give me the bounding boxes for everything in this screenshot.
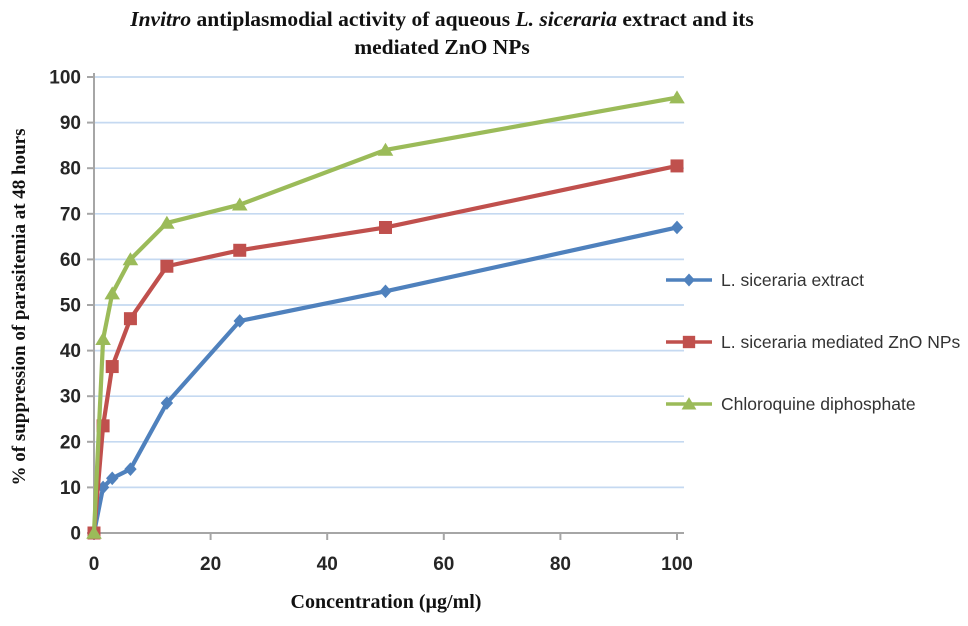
title-segment: mediated ZnO NPs [354, 35, 530, 59]
x-tick-label-0: 0 [89, 554, 100, 575]
series-2 [86, 90, 685, 539]
y-tick-label-70: 70 [60, 204, 81, 225]
series-0-marker-6 [379, 284, 392, 299]
series-1 [87, 159, 684, 540]
y-tick-label-0: 0 [70, 524, 81, 545]
series-1-marker-6 [379, 220, 392, 234]
chart-title-line-1: Invitro antiplasmodial activity of aqueo… [0, 5, 884, 33]
legend-item-0: L. siceraria extract [666, 268, 960, 292]
series-2-marker-0 [86, 525, 102, 539]
legend-item-1: L. siceraria mediated ZnO NPs [666, 330, 960, 354]
legend-label-1: L. siceraria mediated ZnO NPs [721, 331, 961, 352]
y-tick-label-60: 60 [60, 250, 81, 271]
y-axis-label: % of suppression of parasitemia at 48 ho… [9, 128, 30, 486]
y-tick-label-100: 100 [49, 68, 81, 89]
series-1-marker-7 [670, 159, 684, 173]
y-tick-label-40: 40 [60, 341, 81, 362]
title-italic-segment: L. siceraria [515, 7, 618, 31]
series-0-marker-2 [106, 471, 119, 486]
legend-item-2: Chloroquine diphosphate [666, 392, 960, 416]
series-0-marker-7 [670, 220, 684, 235]
series-0-marker-4 [160, 396, 174, 410]
series-2-marker-7 [669, 90, 685, 104]
legend-marker-diamond [683, 273, 695, 287]
series-1-marker-4 [160, 259, 174, 273]
y-tick-label-10: 10 [60, 478, 81, 499]
series-2-marker-4 [159, 215, 175, 229]
legend-label-2: Chloroquine diphosphate [721, 393, 916, 414]
legend-square-swatch-icon [666, 335, 712, 349]
x-tick-label-20: 20 [200, 554, 221, 575]
series-0-marker-5 [233, 314, 246, 328]
x-tick-label-100: 100 [661, 554, 693, 575]
chart-title-line-2: mediated ZnO NPs [0, 33, 884, 61]
x-tick-label-40: 40 [317, 554, 338, 575]
legend-marker-square [682, 335, 696, 349]
x-tick-label-60: 60 [433, 554, 454, 575]
legend-diamond-swatch-icon [666, 273, 712, 287]
legend-marker-triangle [681, 397, 697, 410]
series-0-marker-3 [124, 462, 137, 476]
y-tick-label-50: 50 [60, 296, 81, 317]
chart-title: Invitro antiplasmodial activity of aqueo… [0, 5, 884, 61]
title-segment: extract and its [617, 7, 754, 31]
legend: L. siceraria extract L. siceraria mediate… [666, 268, 960, 416]
series-1-marker-2 [105, 360, 119, 374]
y-tick-label-80: 80 [60, 159, 81, 180]
title-segment: antiplasmodial activity of aqueous [191, 7, 516, 31]
legend-label-0: L. siceraria extract [721, 269, 864, 290]
series-1-marker-5 [233, 243, 247, 257]
series-1-marker-3 [123, 312, 137, 326]
series-2-marker-5 [231, 197, 248, 211]
series-0-marker-1 [96, 480, 110, 495]
series-2-marker-6 [377, 142, 394, 156]
y-tick-label-20: 20 [60, 432, 81, 453]
legend-triangle-swatch-icon [666, 397, 712, 410]
series-2-marker-3 [122, 252, 139, 266]
series-2-marker-1 [95, 332, 111, 345]
series-line-2 [91, 95, 680, 536]
series-2-marker-2 [104, 286, 121, 300]
y-tick-label-30: 30 [60, 387, 81, 408]
y-tick-label-90: 90 [60, 113, 81, 134]
series-0 [87, 220, 684, 540]
x-axis-label: Concentration (µg/ml) [290, 591, 482, 613]
x-tick-label-80: 80 [550, 554, 571, 575]
series-line-1 [91, 163, 680, 536]
title-italic-segment: Invitro [130, 7, 192, 31]
